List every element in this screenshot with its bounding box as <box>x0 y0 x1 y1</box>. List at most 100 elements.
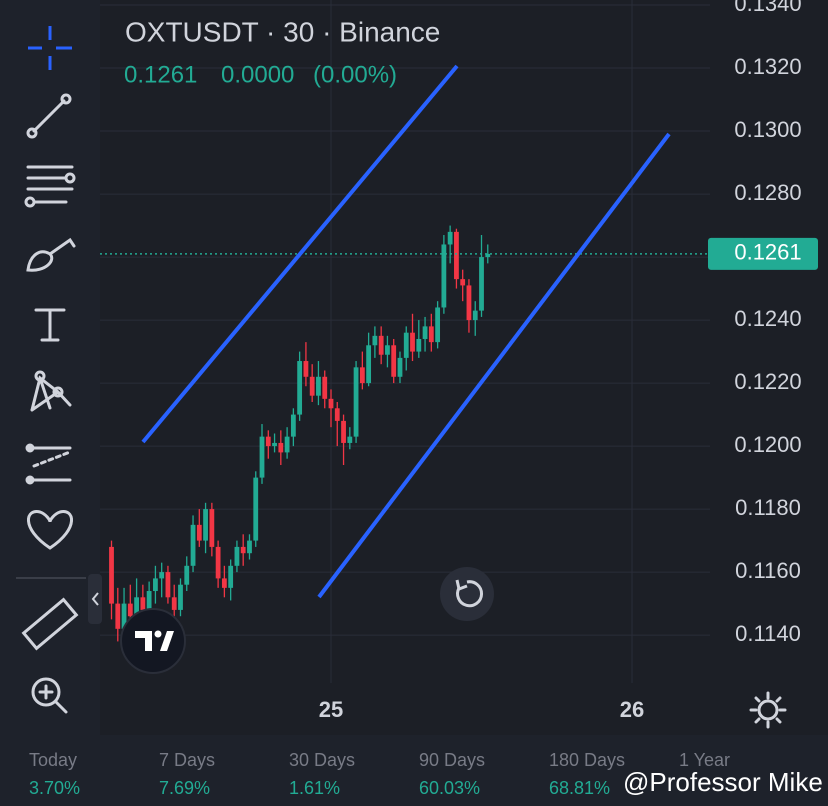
change-pct: (0.00%) <box>313 61 397 88</box>
zoom-tool[interactable] <box>31 677 68 714</box>
stat-period: 7 Days <box>159 750 215 770</box>
candle-body <box>159 572 165 579</box>
prediction-tool[interactable] <box>25 443 72 485</box>
candle-body <box>403 332 409 358</box>
trendline-tool[interactable] <box>26 93 72 139</box>
crosshair-tool[interactable] <box>28 26 72 70</box>
y-tick-label: 0.1180 <box>735 495 801 520</box>
candle-body <box>385 345 390 355</box>
candle-body <box>391 345 397 377</box>
stat-change: 1.61% <box>289 778 340 798</box>
candle-body <box>353 367 359 437</box>
reset-button[interactable] <box>440 567 494 621</box>
candle-body <box>247 540 252 554</box>
candle-body <box>378 335 384 355</box>
fib-tool[interactable] <box>24 165 76 208</box>
candle-body <box>253 477 259 541</box>
candle-body <box>428 326 434 343</box>
stat-change: 7.69% <box>159 778 210 798</box>
candle-body <box>466 285 472 321</box>
candle-body <box>454 231 459 280</box>
y-tick-label: 0.1300 <box>734 117 801 142</box>
y-tick-label: 0.1200 <box>734 432 801 457</box>
candle-body <box>134 597 140 617</box>
candle-body <box>435 307 441 343</box>
candle-body <box>322 376 328 399</box>
last-price-box <box>708 237 818 270</box>
stats: Today 3.70% 7 Days 7.69% 30 Days 1.61% 90 Days… <box>29 750 730 798</box>
candle-body <box>215 546 221 579</box>
stat-period: 90 Days <box>419 750 485 770</box>
grid <box>100 0 710 683</box>
pattern-tool[interactable] <box>30 370 72 412</box>
candle-body <box>447 231 453 245</box>
candle-body <box>397 357 403 377</box>
candle-body <box>347 436 353 443</box>
candle-body <box>328 398 334 409</box>
candle-body <box>485 253 491 258</box>
candle-body <box>184 565 190 585</box>
text-tool[interactable] <box>34 308 66 342</box>
plot <box>100 225 710 642</box>
toolbar <box>0 0 100 735</box>
stat-change: 68.81% <box>549 778 610 798</box>
y-tick-label: 0.1320 <box>734 54 801 79</box>
stat-period: 1 Year <box>679 750 730 770</box>
candle-body <box>265 436 271 447</box>
candle-body <box>316 376 321 396</box>
candle-body <box>334 408 340 421</box>
brush-tool[interactable] <box>26 237 76 272</box>
candle-body <box>479 257 484 311</box>
candle-body <box>115 603 121 629</box>
stat-period: 180 Days <box>549 750 625 770</box>
channel-line[interactable] <box>317 132 671 599</box>
change: 0.0000 <box>221 61 294 88</box>
candle-body <box>309 376 315 396</box>
candle-body <box>366 345 372 384</box>
candle-body <box>472 310 478 321</box>
collapse-icon <box>91 592 99 606</box>
candle-body <box>228 565 234 588</box>
y-tick-label: 0.1280 <box>734 180 801 205</box>
candle-body <box>221 578 227 588</box>
candle-body <box>171 597 177 610</box>
x-tick-label: 25 <box>319 697 343 722</box>
candle-body <box>209 509 215 547</box>
y-tick-label: 0.1160 <box>735 558 801 583</box>
collapse-toolbar[interactable] <box>88 574 102 624</box>
candle-body <box>341 420 346 443</box>
candle-body <box>297 361 303 415</box>
settings-button[interactable] <box>749 691 787 729</box>
candle-body <box>165 572 171 598</box>
y-tick-label: 0.1140 <box>735 621 801 646</box>
candle-body <box>153 578 158 592</box>
watermark: @Professor Mike <box>623 767 823 797</box>
candle-body <box>460 279 466 286</box>
candle-body <box>196 524 202 541</box>
candle-body <box>278 442 284 453</box>
candle-body <box>109 546 114 604</box>
candle-body <box>303 361 309 377</box>
candle-body <box>127 603 133 617</box>
candle-body <box>372 335 378 346</box>
ruler-tool[interactable] <box>21 597 79 651</box>
candle-body <box>234 546 240 566</box>
stats-bar <box>0 735 828 806</box>
y-tick-label: 0.1240 <box>734 306 801 331</box>
candle-body <box>290 414 296 437</box>
tradingview-logo[interactable] <box>120 608 186 674</box>
last-price: 0.1261 <box>124 61 197 88</box>
candle-body <box>416 338 422 352</box>
stat-period: 30 Days <box>289 750 355 770</box>
stat-period: Today <box>29 750 77 770</box>
candle-body <box>259 436 265 478</box>
channel-line[interactable] <box>141 64 459 444</box>
candle-body <box>441 244 447 308</box>
favorites-tool[interactable] <box>27 510 73 550</box>
candle-body <box>240 546 246 554</box>
candle-body <box>146 591 152 610</box>
y-tick-label: 0.1340 <box>734 0 801 16</box>
